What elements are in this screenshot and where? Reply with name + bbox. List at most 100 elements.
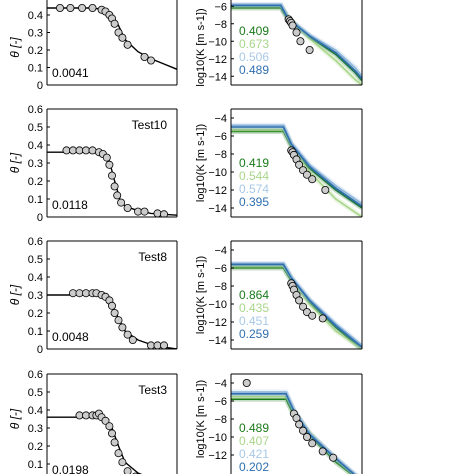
observation-point [242,378,251,387]
y-tick-label: −12 [208,185,227,197]
observation-point [108,301,117,310]
panel-theta-row1: 0 0.1 0.2 0.3 0.4 θ [-] 0.0041 [8,0,178,92]
plot-area [231,122,362,217]
observation-point [114,316,123,325]
rmse-annotation: 0.0048 [52,330,89,344]
observation-point [308,175,317,184]
y-tick-label: 0.4 [28,272,43,284]
y-tick-label: 0.2 [28,176,43,188]
plot-area [47,146,177,217]
observation-point [295,296,304,305]
observation-point [66,4,75,12]
y-axis-label: θ [-] [8,37,22,58]
y-tick-label: −4 [214,378,227,390]
plot-area [47,409,143,474]
plot-area [231,2,362,85]
y-tick-label: 0 [37,344,43,356]
observation-point [108,171,117,180]
y-tick-label: 0.1 [28,194,43,206]
y-tick-label: 0.4 [28,405,43,417]
y-axis-label: log10(K [m s-1]) [195,256,207,334]
y-tick-label: 0.1 [28,326,43,338]
y-tick-label: 0.6 [28,104,43,116]
y-tick-label: −14 [208,203,227,215]
rmse-annotation: 0.0198 [52,463,89,474]
observation-point [318,314,327,323]
y-axis-label: log10(K [m s-1]) [195,124,207,202]
y-tick-label: −12 [208,317,227,329]
panel-theta-row3: 0 0.1 0.2 0.3 0.4 0.5 0.6 θ [-] Test8 0.0048 [8,236,178,356]
observation-point [160,341,168,349]
observation-point [117,198,126,207]
y-tick-label: −12 [208,54,227,66]
observation-point [153,209,162,217]
observation-point [114,449,123,458]
legend-value: 0.451 [239,314,269,328]
y-tick-label: −10 [208,299,227,311]
observation-point [302,170,311,179]
legend-value: 0.202 [239,460,269,474]
observation-point [288,21,297,30]
observation-point [105,422,114,431]
y-tick-label: −8 [214,414,227,426]
legend-value: 0.407 [239,434,269,448]
observation-point [299,302,308,311]
y-tick-label: 0.1 [28,63,43,75]
plot-area [231,261,362,349]
observation-point [88,146,97,155]
y-tick-label: −12 [208,450,227,462]
y-tick-label: −8 [214,19,227,31]
legend-value: 0.259 [239,327,269,341]
observation-point [114,28,123,37]
observation-point [329,453,338,462]
y-axis-label: log10(K [m s-1]) [195,380,207,458]
observation-point [56,4,65,12]
observation-point [123,203,132,212]
y-tick-label: −8 [214,149,227,161]
y-tick-label: −10 [208,36,227,48]
observation-point [140,53,149,62]
y-tick-label: −10 [208,432,227,444]
y-tick-label: −4 [214,113,227,125]
panel-theta-row4: 0.1 0.2 0.3 0.4 0.5 0.6 θ [-] Test3 0.0198 [8,369,178,474]
y-tick-label: 0.5 [28,254,43,266]
observation-point [118,323,127,332]
y-tick-label: 0.3 [28,158,43,170]
y-axis-label: θ [-] [8,152,22,173]
observation-point [128,335,137,344]
observation-point [123,330,132,339]
legend-value: 0.409 [239,24,269,38]
observation-point [105,160,114,169]
panel-theta-row2: 0 0.1 0.2 0.3 0.4 0.5 0.6 θ [-] Test10 0.0118 [8,104,178,224]
y-tick-label: 0.4 [28,10,43,22]
y-tick-label: −6 [214,1,227,13]
series-line [231,128,362,217]
y-tick-label: 0 [37,80,43,92]
observation-point [146,56,155,65]
panel-title: Test10 [132,118,168,132]
observation-point [123,467,132,474]
observation-point [88,4,97,12]
observation-point [110,19,119,28]
observation-point [295,160,304,169]
y-tick-label: 0.6 [28,369,43,381]
series-line [231,4,362,80]
observation-point [305,46,314,55]
y-axis-label: log10(K [m s-1]) [195,8,207,86]
series-line [231,124,362,205]
observation-point [321,185,330,194]
legend-value: 0.421 [239,447,269,461]
observation-point [110,438,119,447]
legend-value: 0.864 [239,288,269,302]
y-tick-label: 0.1 [28,459,43,471]
rmse-annotation: 0.0041 [52,66,89,80]
y-tick-label: 0.5 [28,387,43,399]
legend-value: 0.419 [239,156,269,170]
legend-value: 0.673 [239,37,269,51]
observation-point [302,432,311,441]
